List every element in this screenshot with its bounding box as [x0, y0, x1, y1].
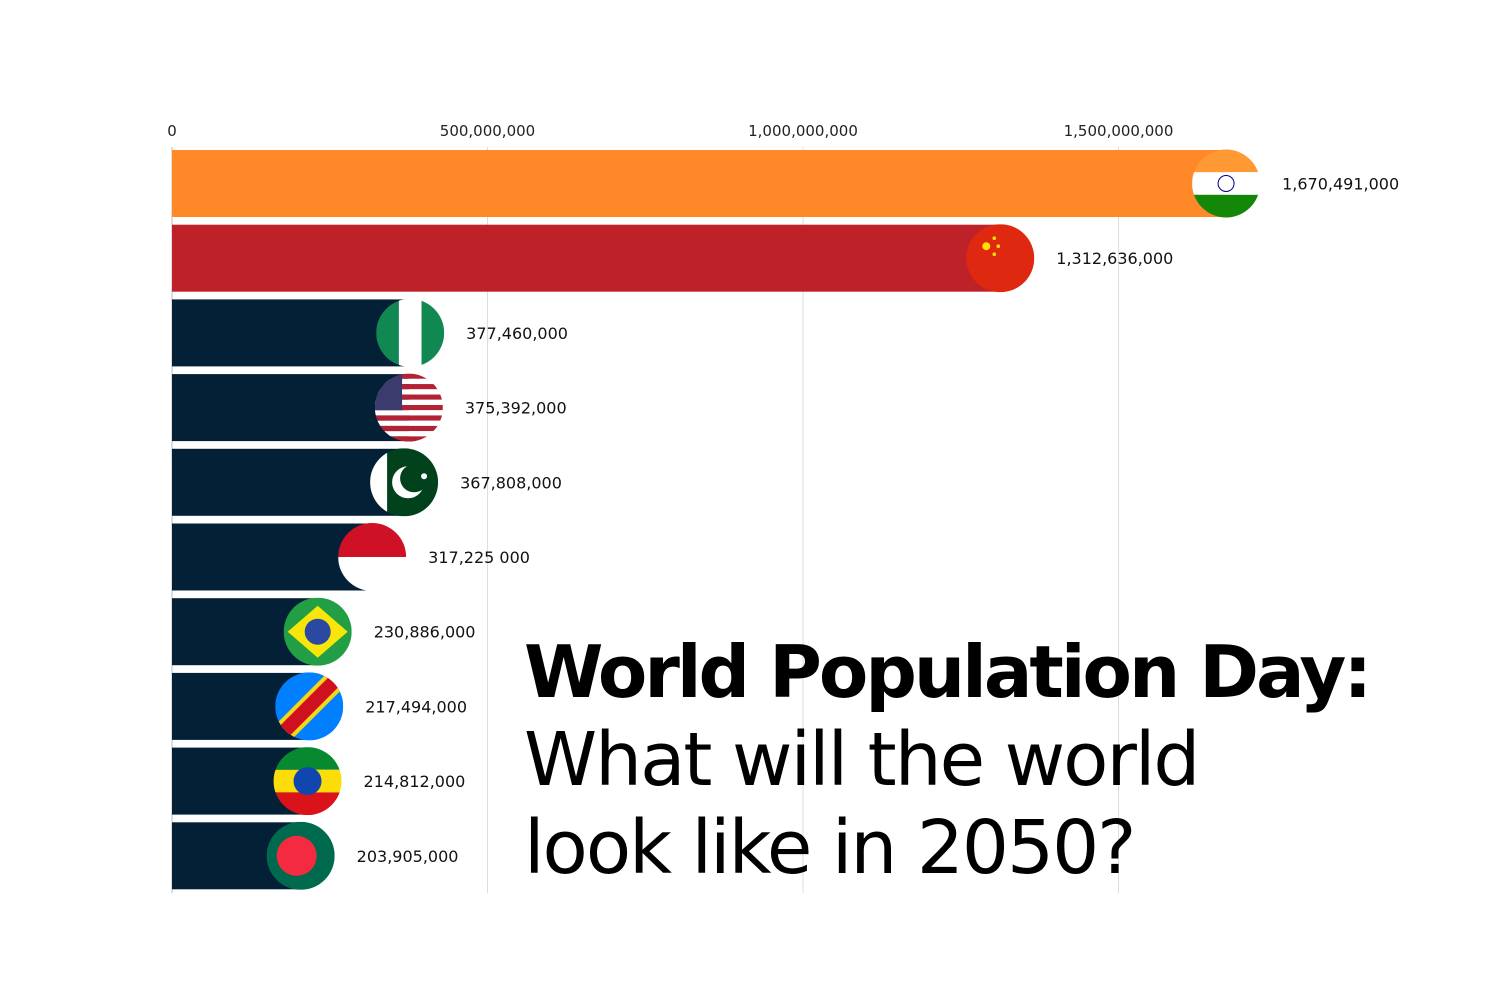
value-label: 367,808,000 — [460, 473, 562, 492]
india-flag-icon — [1192, 149, 1261, 218]
bangladesh-flag-icon — [266, 821, 335, 890]
brazil-flag-icon — [283, 597, 352, 666]
tick-label: 1,000,000,000 — [748, 122, 858, 140]
china-flag-icon — [966, 224, 1035, 293]
value-label: 203,905,000 — [357, 847, 459, 866]
value-label: 375,392,000 — [465, 399, 567, 418]
headline-line-3: look like in 2050? — [524, 805, 1136, 891]
bar — [172, 150, 1227, 217]
tick-label: 1,500,000,000 — [1064, 122, 1174, 140]
bar — [172, 299, 411, 367]
headline-line-2: What will the world — [524, 717, 1200, 803]
bar — [172, 224, 1001, 292]
value-label: 377,460,000 — [466, 324, 568, 343]
usa-flag-icon — [374, 373, 443, 442]
ethiopia-flag-icon — [273, 747, 342, 816]
value-label: 317,225 000 — [428, 548, 530, 567]
tick-label: 500,000,000 — [440, 122, 535, 140]
value-label: 217,494,000 — [365, 697, 467, 716]
drc-flag-icon — [275, 672, 344, 741]
value-label: 1,670,491,000 — [1282, 175, 1399, 194]
nigeria-flag-icon — [376, 298, 445, 367]
value-label: 1,312,636,000 — [1056, 249, 1173, 268]
bar — [172, 448, 405, 516]
value-label: 230,886,000 — [374, 623, 476, 642]
headline-line-1: World Population Day: — [524, 630, 1372, 714]
tick-label: 0 — [167, 122, 177, 140]
bar — [172, 374, 409, 442]
headline: World Population Day: What will the worl… — [524, 628, 1372, 892]
indonesia-flag-icon — [338, 523, 407, 591]
value-label: 214,812,000 — [364, 772, 466, 791]
pakistan-flag-icon — [370, 448, 439, 517]
